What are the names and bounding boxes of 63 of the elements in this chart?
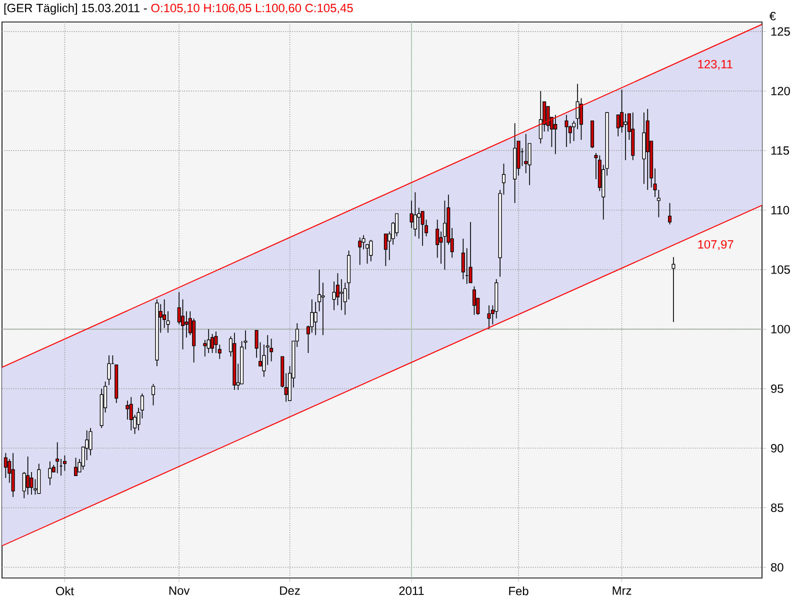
x-tick-label: Okt bbox=[56, 586, 74, 596]
candlestick bbox=[321, 282, 325, 336]
y-tick-label: 90 bbox=[771, 444, 784, 452]
candlestick bbox=[524, 133, 528, 174]
chart-subtitle: O:105,10 H:106,05 L:100,60 C:105,45 bbox=[151, 4, 353, 14]
candlestick bbox=[30, 472, 34, 496]
candlestick bbox=[162, 298, 166, 328]
candlestick bbox=[336, 272, 340, 306]
candlestick bbox=[314, 301, 318, 336]
y-tick-label: 85 bbox=[771, 504, 784, 512]
y-tick-label: 105 bbox=[771, 265, 790, 274]
candlestick bbox=[487, 304, 491, 330]
annotation: 123,11 bbox=[698, 60, 732, 70]
x-tick-label: Feb bbox=[509, 586, 528, 596]
candlestick bbox=[384, 234, 388, 266]
candlestick bbox=[668, 202, 672, 225]
candlestick bbox=[152, 384, 156, 406]
y-tick-label: 110 bbox=[771, 206, 790, 214]
y-tick-label: 80 bbox=[771, 563, 784, 572]
annotation: 107,97 bbox=[698, 240, 734, 250]
y-axis-title: € bbox=[769, 12, 776, 20]
y-tick-label: 125 bbox=[771, 27, 790, 36]
candlestick bbox=[74, 457, 78, 476]
candlestick bbox=[413, 192, 417, 237]
candlestick bbox=[214, 331, 218, 354]
candlestick bbox=[203, 339, 207, 357]
candlestick bbox=[48, 460, 52, 486]
candlestick bbox=[472, 286, 476, 316]
candlestick bbox=[206, 328, 210, 354]
candlestick bbox=[11, 452, 15, 498]
chart-title: [GER Täglich] 15.03.2011 - bbox=[4, 3, 147, 15]
x-tick-label: 2011 bbox=[399, 586, 424, 595]
candlestick bbox=[442, 200, 446, 270]
candlestick bbox=[468, 222, 472, 284]
y-tick-label: 120 bbox=[771, 86, 790, 96]
y-tick-label: 95 bbox=[771, 384, 784, 393]
candlestick bbox=[369, 239, 373, 262]
candlestick bbox=[461, 238, 465, 280]
candlestick bbox=[358, 237, 362, 266]
candlestick bbox=[62, 454, 66, 472]
candlestick bbox=[554, 114, 558, 155]
y-tick-label: 115 bbox=[771, 146, 790, 155]
candlestick bbox=[656, 189, 660, 218]
x-tick-label: Dez bbox=[280, 586, 300, 595]
candlestick bbox=[129, 396, 133, 431]
candlestick bbox=[56, 442, 60, 474]
candlestick bbox=[184, 310, 188, 338]
candlestick bbox=[88, 428, 92, 456]
candlestick bbox=[340, 278, 344, 311]
y-tick-label: 100 bbox=[771, 324, 790, 334]
candlestick bbox=[270, 338, 274, 362]
candlestick bbox=[37, 463, 41, 494]
x-tick-label: Nov bbox=[169, 586, 190, 595]
candlestick bbox=[420, 210, 424, 246]
candlestick bbox=[126, 400, 130, 420]
candlestick bbox=[107, 354, 111, 386]
candlestick bbox=[672, 256, 676, 322]
candlestick bbox=[26, 456, 30, 496]
candlestick bbox=[564, 114, 568, 148]
candlestick bbox=[254, 330, 258, 358]
x-tick-label: Mrz bbox=[612, 586, 632, 595]
candlestick bbox=[538, 90, 542, 144]
candlestick bbox=[624, 113, 628, 161]
